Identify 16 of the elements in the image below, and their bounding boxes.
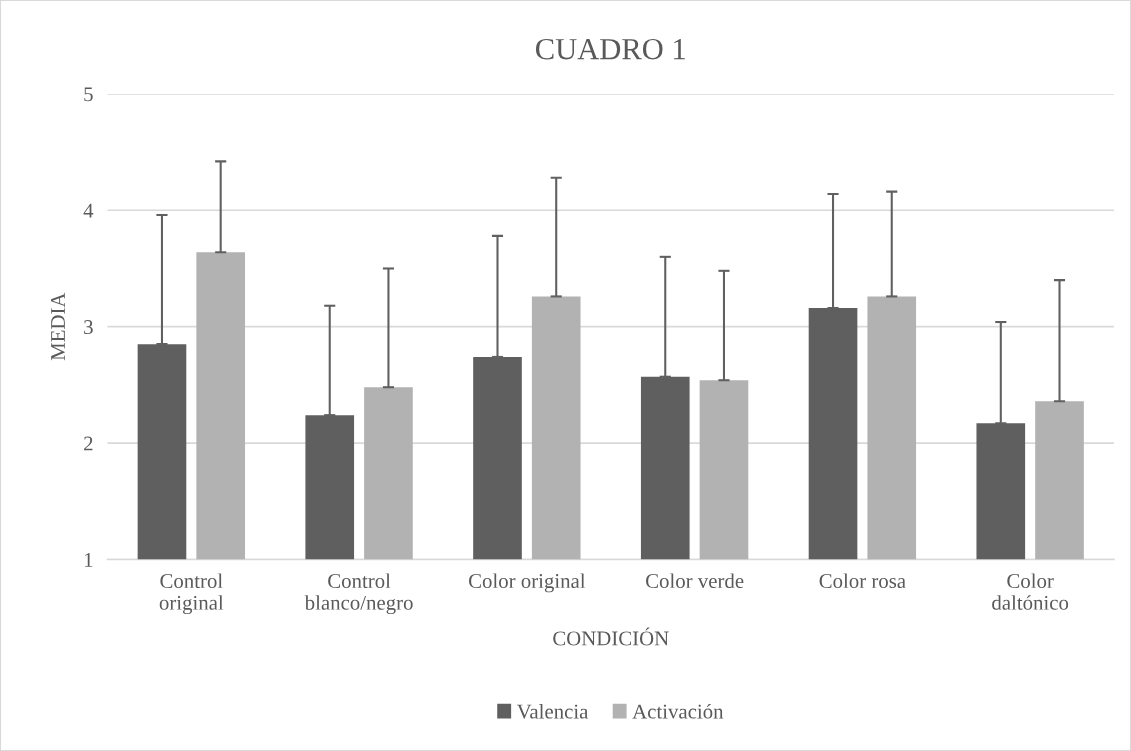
x-tick-label: Color rosa [819, 573, 906, 589]
x-tick-label: Color original [468, 573, 586, 593]
x-tick-label: Control blanco/negro [304, 573, 413, 615]
chart-title: CUADRO 1 [536, 38, 685, 60]
x-axis-title: CONDICIÓN [553, 627, 669, 646]
y-tick-label: 3 [84, 320, 93, 335]
x-tick-label: Color daltónico [992, 573, 1069, 610]
y-tick-label: 5 [84, 87, 93, 102]
y-tick-label: 4 [83, 203, 94, 218]
legend-label: Activación [632, 703, 724, 719]
y-axis-title: MEDIA [51, 292, 65, 361]
legend-label: Valencia [516, 703, 589, 719]
y-tick-label: 1 [84, 552, 93, 567]
x-tick-label: Color verde [646, 573, 744, 589]
x-tick-label: Control original [159, 573, 224, 615]
y-tick-label: 2 [84, 436, 93, 451]
